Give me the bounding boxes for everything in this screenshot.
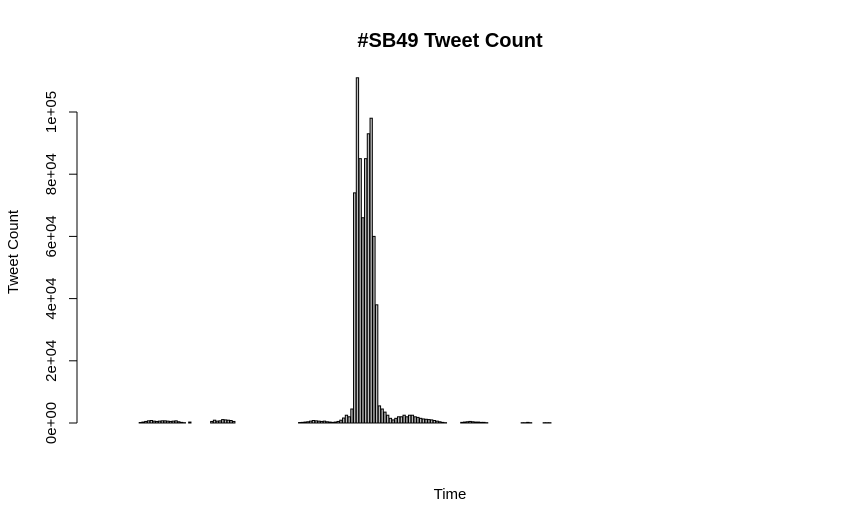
bar: [476, 421, 481, 424]
bar: [149, 420, 154, 424]
bar: [212, 419, 217, 424]
bar: [372, 235, 376, 424]
bar: [465, 421, 470, 424]
bar: [168, 420, 173, 424]
bar: [380, 408, 384, 424]
y-tick-label: 4e+04: [43, 278, 60, 320]
bar: [339, 419, 343, 424]
bar: [141, 421, 145, 424]
bar: [468, 420, 472, 424]
bar: [432, 420, 437, 424]
bar: [325, 421, 329, 424]
bar: [311, 420, 316, 424]
x-axis-label: Time: [434, 486, 467, 503]
bar: [410, 414, 415, 424]
bar: [336, 420, 340, 424]
y-axis-ticks: 0e+00 2e+04 4e+04 6e+04 8e+04 1e+05: [43, 91, 77, 444]
bar: [377, 405, 382, 424]
bar: [479, 421, 483, 424]
bar: [429, 419, 434, 424]
bar: [160, 420, 164, 424]
bar: [364, 158, 368, 424]
bar: [179, 421, 184, 424]
bar: [347, 416, 351, 424]
bar: [146, 420, 151, 424]
bar: [413, 416, 417, 424]
bar: [174, 420, 178, 424]
bar: [223, 419, 228, 424]
bar: [388, 417, 393, 424]
bar: [306, 421, 310, 424]
bar: [386, 414, 390, 424]
bar: [309, 420, 313, 424]
bar: [353, 192, 357, 424]
bar: [344, 414, 349, 424]
bar: [314, 420, 318, 424]
chart-title: #SB49 Tweet Count: [357, 30, 543, 52]
bar: [331, 421, 335, 424]
bar: [342, 417, 346, 424]
y-tick-label: 1e+05: [43, 91, 60, 133]
bar: [232, 420, 236, 424]
bar: [210, 420, 214, 424]
bar: [427, 419, 431, 424]
bar: [394, 417, 398, 424]
bar: [317, 420, 321, 424]
bar: [188, 421, 192, 424]
bar: [391, 419, 395, 424]
bar: [221, 419, 225, 424]
bar: [157, 420, 162, 424]
bar: [303, 421, 307, 424]
bar: [355, 77, 360, 424]
bar: [435, 420, 439, 424]
bar: [399, 416, 404, 424]
bar: [177, 421, 181, 424]
bar: [144, 420, 148, 424]
bar: [226, 419, 230, 424]
bar: [421, 418, 426, 424]
bar: [155, 420, 159, 424]
bar: [424, 418, 428, 424]
bar: [152, 420, 156, 424]
bar: [526, 421, 530, 424]
bar: [440, 421, 445, 424]
bar: [322, 420, 327, 424]
bar: [320, 420, 324, 424]
bar: [473, 421, 478, 424]
bar: [361, 217, 365, 424]
bar: [397, 416, 401, 424]
bar: [215, 420, 219, 424]
bar: [229, 420, 233, 424]
bar: [460, 421, 464, 424]
bar: [416, 416, 420, 424]
bar: [218, 420, 222, 424]
bar: [375, 304, 379, 424]
bar: [328, 421, 332, 424]
bar: [405, 416, 409, 424]
bar: [482, 421, 486, 424]
bar-series: [138, 77, 552, 424]
bar: [408, 414, 412, 424]
bar: [171, 420, 175, 424]
y-axis-label: Tweet Count: [5, 209, 22, 294]
bar: [358, 158, 362, 424]
bar: [418, 417, 423, 424]
bar: [300, 421, 305, 424]
y-tick-label: 8e+04: [43, 153, 60, 195]
bar: [163, 420, 167, 424]
bar: [402, 414, 406, 424]
bar: [471, 421, 475, 424]
bar: [462, 421, 467, 424]
bar: [383, 411, 387, 424]
bar: [369, 117, 373, 424]
y-tick-label: 2e+04: [43, 340, 60, 382]
bar: [438, 421, 442, 424]
bar: [366, 133, 371, 424]
y-tick-label: 0e+00: [43, 402, 60, 444]
bar: [166, 420, 170, 424]
y-tick-label: 6e+04: [43, 215, 60, 257]
bar: [333, 421, 338, 424]
bar: [350, 408, 354, 424]
